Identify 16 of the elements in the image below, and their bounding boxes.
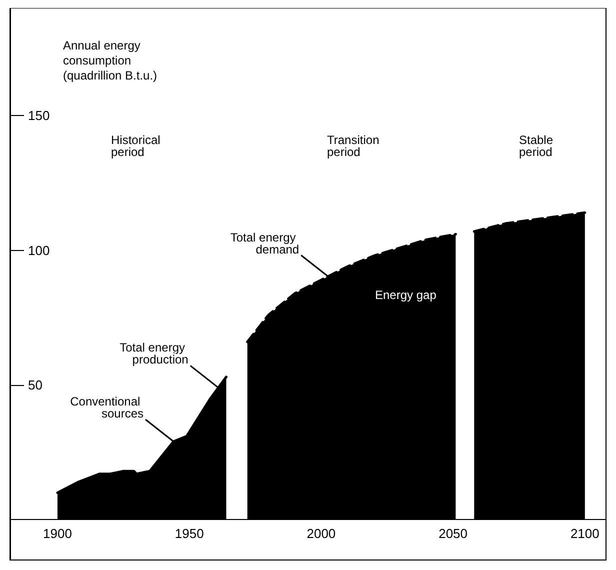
annotation: Energy gap [375,288,437,302]
annotation: Historical period [111,133,164,159]
annotation: Transition period [327,133,383,159]
y-axis-title: Annual energy consumption (quadrillion B.t.u.) [63,38,158,82]
annotation: Total energy demand [230,230,300,256]
x-tick-label: 2100 [570,526,600,541]
y-tick-label: 150 [28,108,50,124]
x-tick-label: 1950 [174,526,204,541]
y-tick-label: 50 [28,377,42,392]
x-tick-label: 1900 [43,526,72,541]
annotation: Total energy production [120,340,188,367]
x-tick-label: 2050 [438,526,468,541]
annotation: Stable period [519,133,556,159]
y-tick-label: 100 [28,242,50,258]
annotation: Conventional sources [70,394,144,421]
x-tick-label: 2000 [306,526,336,541]
